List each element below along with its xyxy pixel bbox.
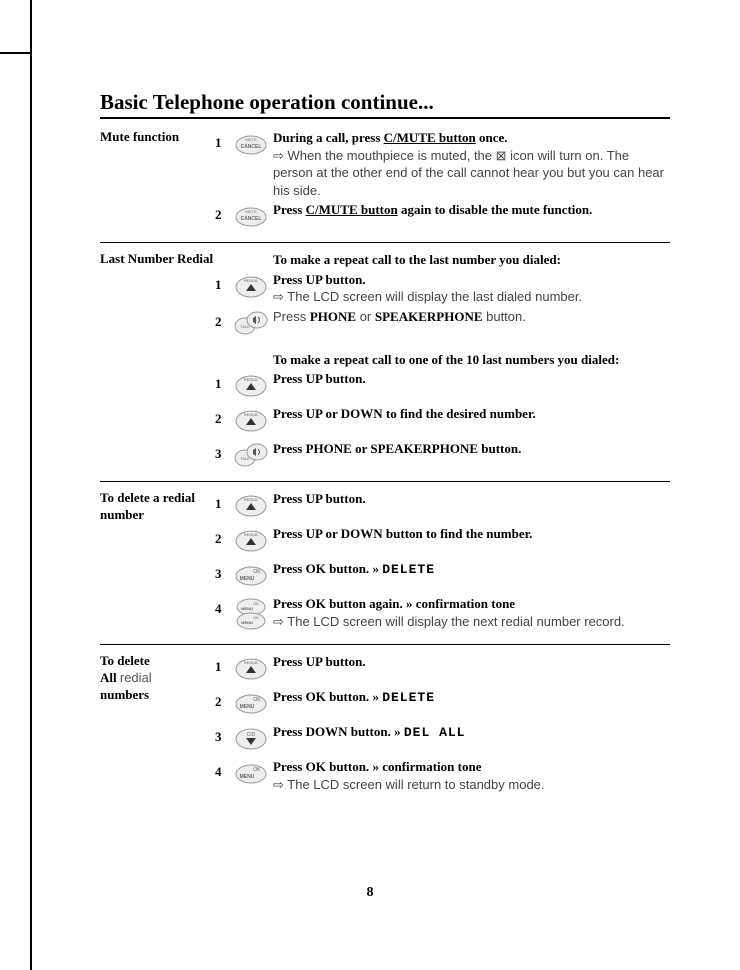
step-text: Press UP button. xyxy=(273,490,670,508)
step-number: 3 xyxy=(215,440,233,462)
talk-speaker-icon xyxy=(233,440,273,473)
section: To delete a redial number 1 Press UP but… xyxy=(100,481,670,638)
talk-speaker-icon xyxy=(233,308,273,341)
step-row: 2 Press UP or DOWN to find the desired n… xyxy=(215,405,670,438)
ok-menu-icon xyxy=(233,758,273,791)
step-number: 1 xyxy=(215,653,233,675)
sub-header: To make a repeat call to one of the 10 l… xyxy=(215,351,670,369)
steps-column: 1 Press UP button. 2 Press OK button. » … xyxy=(215,653,670,795)
steps-column: To make a repeat call to the last number… xyxy=(215,251,670,475)
step-number: 3 xyxy=(215,723,233,745)
step-row: 4 Press OK button. » confirmation tone⇨ … xyxy=(215,758,670,793)
step-text: Press PHONE or SPEAKERPHONE button. xyxy=(273,440,670,458)
step-number: 2 xyxy=(215,308,233,330)
step-text: Press UP button. xyxy=(273,653,670,671)
page-content: Basic Telephone operation continue... Mu… xyxy=(100,90,670,801)
mute-cancel-icon xyxy=(233,129,273,162)
page-top-tick xyxy=(0,52,32,54)
step-row: 2 Press C/MUTE button again to disable t… xyxy=(215,201,670,234)
ok-menu-double-icon xyxy=(233,595,273,636)
step-number: 2 xyxy=(215,525,233,547)
step-row: 1 Press UP button. xyxy=(215,370,670,403)
step-text: Press OK button. » DELETE xyxy=(273,560,670,579)
step-number: 4 xyxy=(215,758,233,780)
redial-up-icon xyxy=(233,271,273,304)
step-row: 1 Press UP button. xyxy=(215,653,670,686)
step-row: 1 Press UP button. xyxy=(215,490,670,523)
step-number: 2 xyxy=(215,405,233,427)
step-text: During a call, press C/MUTE button once.… xyxy=(273,129,670,199)
feature-label: Last Number Redial xyxy=(100,251,215,475)
redial-up-icon xyxy=(233,525,273,558)
page-number: 8 xyxy=(0,885,740,901)
sub-header: To make a repeat call to the last number… xyxy=(215,251,670,269)
page-title: Basic Telephone operation continue... xyxy=(100,90,670,115)
step-text: Press OK button again. » confirmation to… xyxy=(273,595,670,630)
step-number: 1 xyxy=(215,490,233,512)
step-text: Press UP or DOWN button to find the numb… xyxy=(273,525,670,543)
step-row: 3 Press OK button. » DELETE xyxy=(215,560,670,593)
steps-column: 1 During a call, press C/MUTE button onc… xyxy=(215,129,670,236)
step-number: 1 xyxy=(215,129,233,151)
steps-column: 1 Press UP button. 2 Press UP or DOWN bu… xyxy=(215,490,670,638)
step-text: Press DOWN button. » DEL ALL xyxy=(273,723,670,742)
step-row: 2 Press OK button. » DELETE xyxy=(215,688,670,721)
redial-up-icon xyxy=(233,490,273,523)
step-text: Press UP or DOWN to find the desired num… xyxy=(273,405,670,423)
feature-label: To delete a redial number xyxy=(100,490,215,638)
step-text: Press C/MUTE button again to disable the… xyxy=(273,201,670,219)
step-row: 3 Press DOWN button. » DEL ALL xyxy=(215,723,670,756)
feature-label: To deleteAll redialnumbers xyxy=(100,653,215,795)
step-number: 2 xyxy=(215,688,233,710)
step-number: 1 xyxy=(215,271,233,293)
redial-up-icon xyxy=(233,370,273,403)
redial-up-icon xyxy=(233,653,273,686)
step-number: 1 xyxy=(215,370,233,392)
step-row: 1 During a call, press C/MUTE button onc… xyxy=(215,129,670,199)
mute-cancel-icon xyxy=(233,201,273,234)
step-text: Press UP button.⇨ The LCD screen will di… xyxy=(273,271,670,306)
page-left-rule xyxy=(30,0,32,970)
section: To deleteAll redialnumbers 1 Press UP bu… xyxy=(100,644,670,795)
step-number: 4 xyxy=(215,595,233,617)
step-row: 4 Press OK button again. » confirmation … xyxy=(215,595,670,636)
redial-up-icon xyxy=(233,405,273,438)
step-row: 1 Press UP button.⇨ The LCD screen will … xyxy=(215,271,670,306)
ok-menu-icon xyxy=(233,560,273,593)
step-number: 3 xyxy=(215,560,233,582)
section: Last Number Redial To make a repeat call… xyxy=(100,242,670,475)
ok-menu-icon xyxy=(233,688,273,721)
step-text: Press UP button. xyxy=(273,370,670,388)
step-number: 2 xyxy=(215,201,233,223)
cid-down-icon xyxy=(233,723,273,756)
step-row: 3 Press PHONE or SPEAKERPHONE button. xyxy=(215,440,670,473)
step-row: 2 Press PHONE or SPEAKERPHONE button. xyxy=(215,308,670,341)
step-text: Press OK button. » confirmation tone⇨ Th… xyxy=(273,758,670,793)
section: Mute function 1 During a call, press C/M… xyxy=(100,129,670,236)
step-text: Press OK button. » DELETE xyxy=(273,688,670,707)
title-rule xyxy=(100,117,670,119)
step-text: Press PHONE or SPEAKERPHONE button. xyxy=(273,308,670,326)
step-row: 2 Press UP or DOWN button to find the nu… xyxy=(215,525,670,558)
feature-label: Mute function xyxy=(100,129,215,236)
